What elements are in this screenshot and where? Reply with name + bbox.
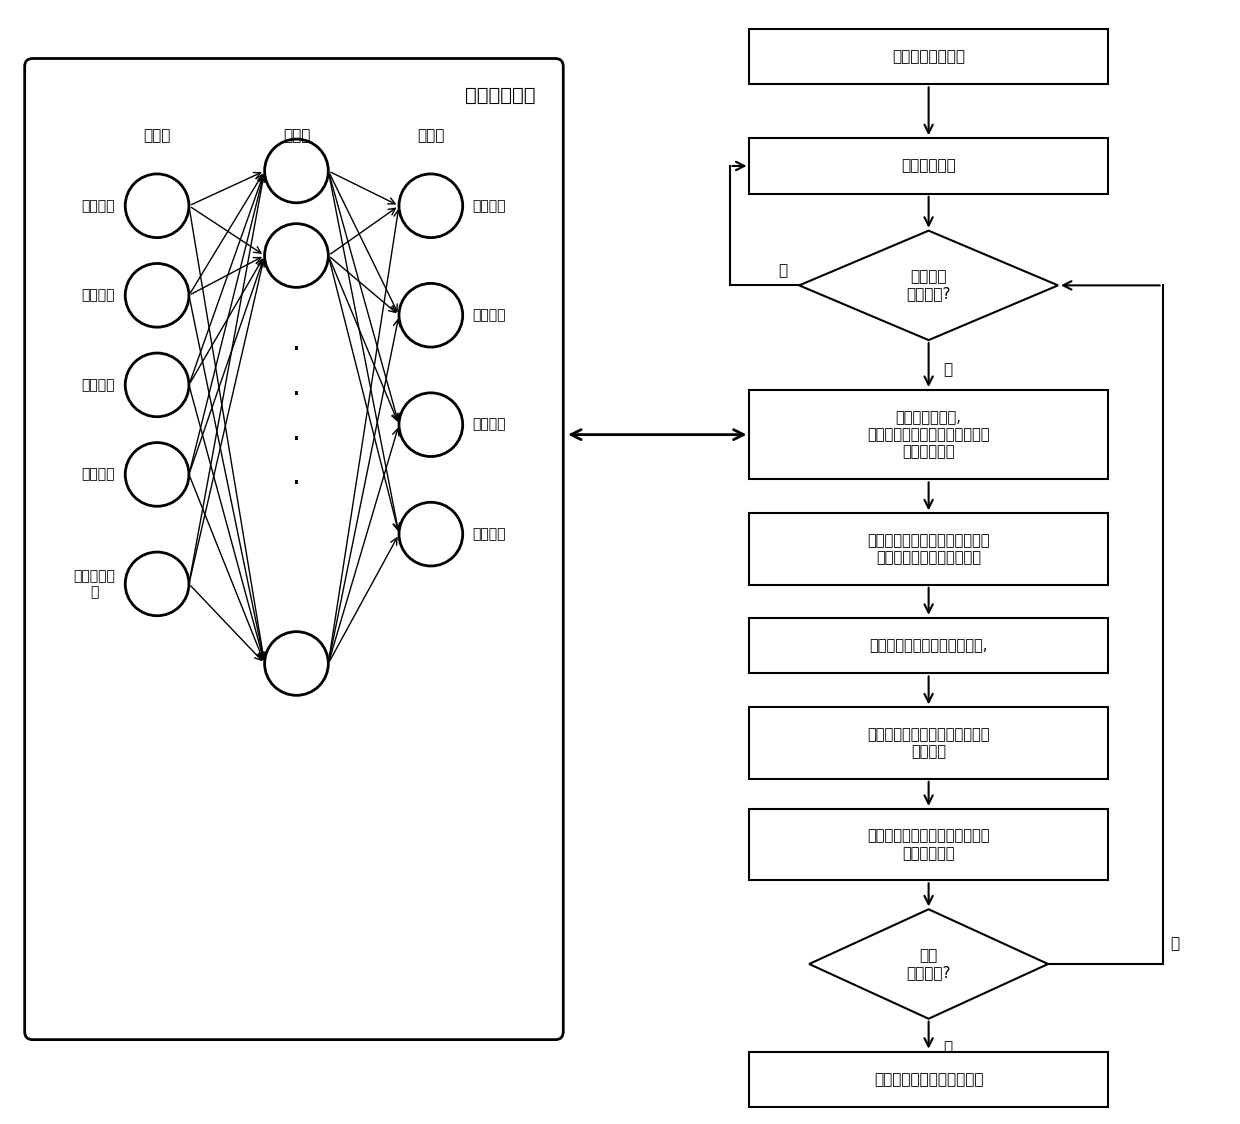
Circle shape xyxy=(125,353,188,417)
Circle shape xyxy=(264,632,329,696)
Text: 焊接电流: 焊接电流 xyxy=(82,378,115,392)
Text: 保护气体流
量: 保护气体流 量 xyxy=(73,569,115,599)
Text: ·: · xyxy=(291,470,301,498)
Text: 焊接电压: 焊接电压 xyxy=(82,468,115,481)
Text: 是: 是 xyxy=(944,362,952,377)
Text: 剔除非支配解集中的劣解，更新
外部精英解集: 剔除非支配解集中的劣解，更新 外部精英解集 xyxy=(867,828,990,861)
Text: 训练神经网络模型: 训练神经网络模型 xyxy=(892,49,965,64)
Text: 接头厚度: 接头厚度 xyxy=(82,289,115,302)
Text: 神经网络模型: 神经网络模型 xyxy=(465,87,536,106)
Text: 是: 是 xyxy=(944,1041,952,1055)
Text: 满足
终止条件?: 满足 终止条件? xyxy=(906,948,951,980)
Text: 隐藏层: 隐藏层 xyxy=(283,128,310,144)
Text: ·: · xyxy=(291,381,301,409)
Bar xyxy=(749,514,1107,584)
FancyBboxPatch shape xyxy=(25,58,563,1040)
Bar xyxy=(749,618,1107,673)
Text: 焊缝高度: 焊缝高度 xyxy=(472,418,506,432)
Text: 焊缝宽度: 焊缝宽度 xyxy=(472,199,506,212)
Text: 计算的多目标值,
用加入惩罚函数的目标函数计算
粒子适应度值: 计算的多目标值, 用加入惩罚函数的目标函数计算 粒子适应度值 xyxy=(867,410,990,460)
Text: 否: 否 xyxy=(1171,936,1179,952)
Bar xyxy=(749,390,1107,480)
Text: 热影响区: 热影响区 xyxy=(472,527,506,541)
Text: 选出支配子集中的非劣解加入非
支配解集: 选出支配子集中的非劣解加入非 支配解集 xyxy=(867,727,990,760)
Text: 输出层: 输出层 xyxy=(417,128,444,144)
Circle shape xyxy=(399,174,463,237)
Circle shape xyxy=(125,263,188,327)
Text: 初始化粒子群: 初始化粒子群 xyxy=(901,158,956,173)
Text: 更新粒子速度向量和位置向量,: 更新粒子速度向量和位置向量, xyxy=(869,638,988,653)
Circle shape xyxy=(264,224,329,288)
Text: 否: 否 xyxy=(779,263,787,278)
Text: ·: · xyxy=(291,426,301,454)
Bar xyxy=(749,707,1107,779)
Polygon shape xyxy=(810,909,1048,1018)
Polygon shape xyxy=(800,230,1058,341)
Text: 焊接速度: 焊接速度 xyxy=(82,199,115,212)
Text: 输出精英集（即最优解集）: 输出精英集（即最优解集） xyxy=(874,1072,983,1087)
Circle shape xyxy=(399,393,463,456)
Circle shape xyxy=(399,502,463,566)
Text: 输入层: 输入层 xyxy=(144,128,171,144)
Circle shape xyxy=(125,174,188,237)
Text: 是否满足
约束条件?: 是否满足 约束条件? xyxy=(906,269,951,301)
Bar xyxy=(749,1052,1107,1107)
Bar xyxy=(749,28,1107,84)
Text: 计算支配子集粒子当前的个体最
优和整个粒子群的全局最优: 计算支配子集粒子当前的个体最 优和整个粒子群的全局最优 xyxy=(867,533,990,565)
Circle shape xyxy=(125,552,188,616)
Bar xyxy=(749,809,1107,880)
Circle shape xyxy=(399,283,463,347)
Bar xyxy=(749,138,1107,193)
Text: ·: · xyxy=(291,336,301,364)
Text: 焊缝熔深: 焊缝熔深 xyxy=(472,308,506,323)
Circle shape xyxy=(125,443,188,506)
Circle shape xyxy=(264,139,329,202)
